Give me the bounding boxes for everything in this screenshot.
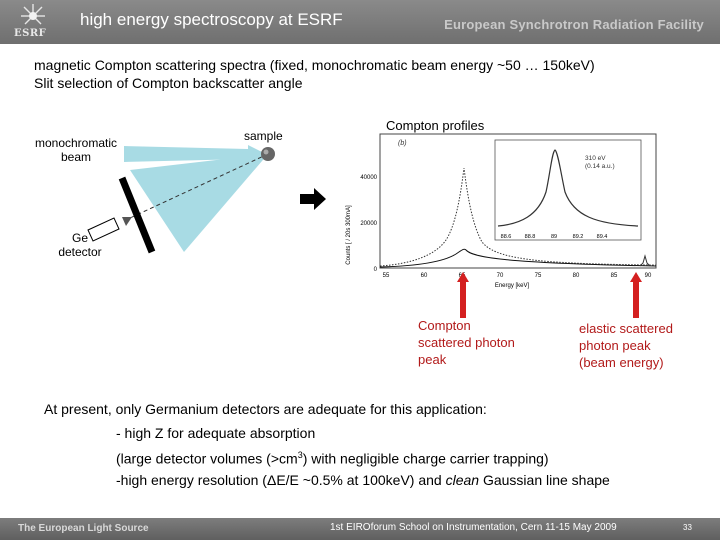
sample-label: sample — [244, 129, 283, 143]
present-statement: At present, only Germanium detectors are… — [44, 401, 487, 417]
detector-arrowhead — [122, 217, 132, 226]
footer-bar: The European Light Source 1st EIROforum … — [0, 518, 720, 540]
compton-arrow — [457, 272, 469, 318]
header-bar: ESRF high energy spectroscopy at ESRF Eu… — [0, 0, 720, 44]
intro-text: magnetic Compton scattering spectra (fix… — [34, 56, 595, 92]
scattering-diagram — [87, 145, 275, 254]
backscatter-line — [129, 153, 269, 219]
plot-x-label: Energy [keV] — [495, 283, 530, 289]
page-number: 33 — [683, 523, 692, 532]
bullet-absorption: - high Z for adequate absorption — [116, 425, 316, 441]
compton-plot: Counts [ / 20s 300mA] (b) 0 20000 40000 … — [346, 133, 657, 289]
requirements-list: - high Z for adequate absorption (large … — [116, 423, 610, 491]
detector-box — [87, 217, 120, 242]
footer-tagline: The European Light Source — [18, 523, 149, 534]
inset-tick: 89.2 — [573, 234, 584, 240]
inset-tick: 88.8 — [525, 234, 536, 240]
scatter-cone — [130, 154, 268, 252]
y-tick: 20000 — [360, 221, 377, 227]
elastic-arrow — [630, 272, 642, 318]
detector-label: Ge detector — [58, 231, 102, 259]
y-tick: 0 — [374, 267, 378, 273]
compton-profile-curve — [379, 167, 657, 267]
compton-profile-curve-2 — [379, 248, 657, 268]
x-tick: 85 — [611, 273, 618, 279]
logo-text: ESRF — [14, 28, 47, 39]
x-tick: 70 — [497, 273, 504, 279]
elastic-peak — [639, 254, 651, 267]
plot-y-label: Counts [ / 20s 300mA] — [346, 205, 352, 265]
beam-arrow — [124, 145, 266, 163]
slit — [118, 176, 156, 254]
intro-line-1: magnetic Compton scattering spectra (fix… — [34, 57, 595, 73]
intro-line-2: Slit selection of Compton backscatter an… — [34, 75, 303, 91]
x-tick: 55 — [383, 273, 390, 279]
footer-event: 1st EIROforum School on Instrumentation,… — [330, 522, 617, 533]
plot-heading: Compton profiles — [386, 118, 485, 133]
compton-annotation: Compton scattered photon peak — [418, 318, 515, 367]
big-arrow — [300, 188, 326, 210]
x-tick: 90 — [645, 273, 652, 279]
inset-tick: 88.6 — [501, 234, 512, 240]
inset-tick: 89.4 — [597, 234, 608, 240]
x-tick: 80 — [573, 273, 580, 279]
plot-panel-label: (b) — [398, 140, 407, 147]
inset-curve — [497, 149, 639, 227]
inset-note: (0.14 a.u.) — [585, 163, 615, 170]
bullet-volume: (large detector volumes (>cm3) with negl… — [116, 449, 549, 467]
y-tick: 40000 — [360, 175, 377, 181]
inset-tick: 89 — [551, 234, 557, 240]
beam-label: monochromatic beam — [34, 136, 118, 164]
inset-frame — [494, 139, 642, 241]
esrf-logo — [21, 4, 45, 25]
inset-note: 310 eV — [585, 155, 606, 162]
bullet-resolution: -high energy resolution (ΔE/E ~0.5% at 1… — [116, 471, 610, 488]
x-tick: 60 — [421, 273, 428, 279]
facility-name: European Synchrotron Radiation Facility — [444, 17, 704, 32]
slide-title: high energy spectroscopy at ESRF — [80, 10, 343, 29]
plot-frame — [379, 133, 657, 269]
x-tick: 75 — [535, 273, 542, 279]
elastic-annotation: elastic scattered photon peak (beam ener… — [579, 321, 673, 370]
